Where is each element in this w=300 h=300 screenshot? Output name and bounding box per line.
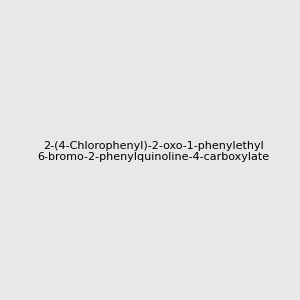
Text: 2-(4-Chlorophenyl)-2-oxo-1-phenylethyl
6-bromo-2-phenylquinoline-4-carboxylate: 2-(4-Chlorophenyl)-2-oxo-1-phenylethyl 6… <box>38 141 270 162</box>
